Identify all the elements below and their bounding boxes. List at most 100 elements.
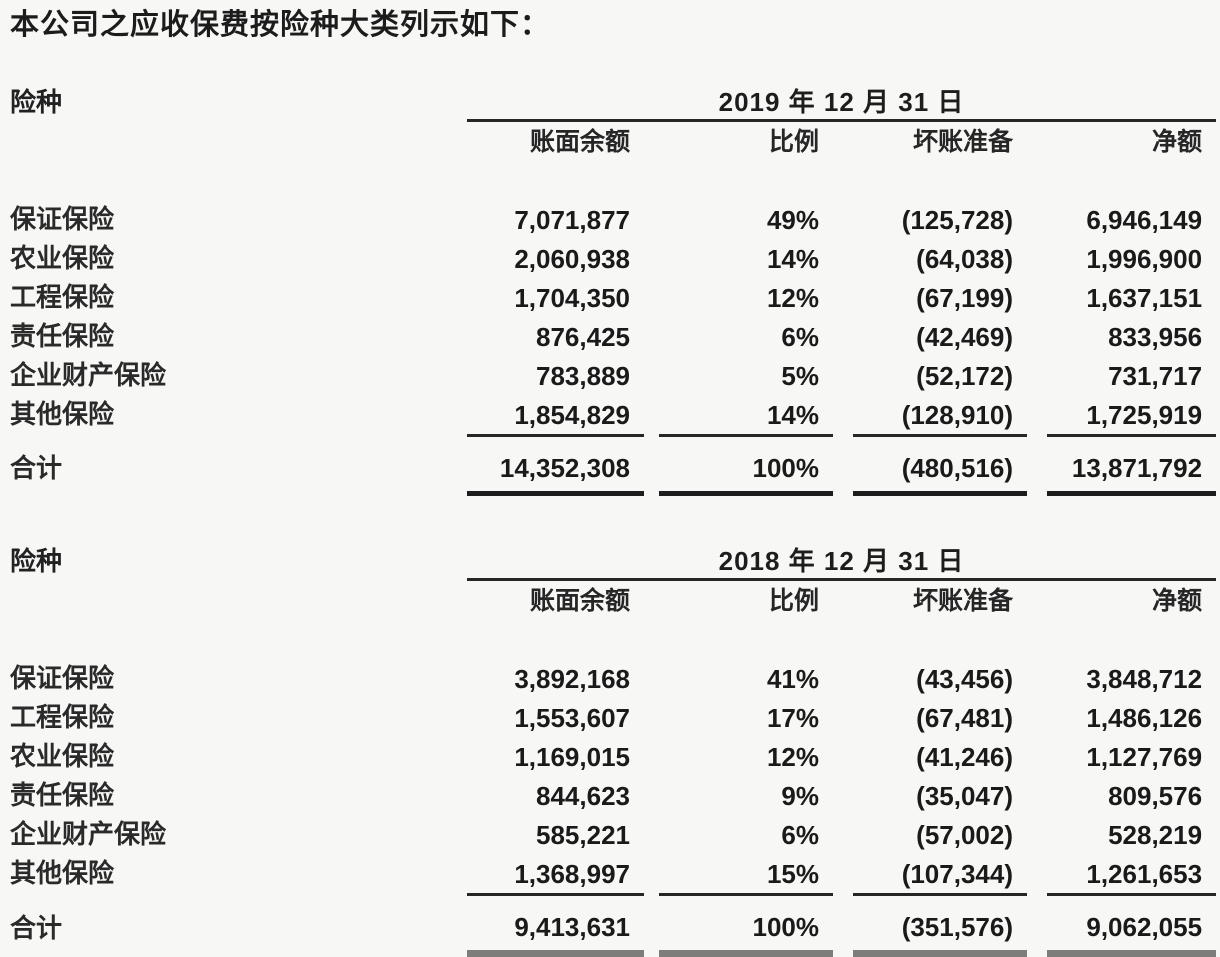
cell-provision: (67,199) xyxy=(916,282,1013,313)
table-row: 工程保险 1,553,607 17% (67,481) 1,486,126 xyxy=(10,698,1216,737)
cell-ratio: 6% xyxy=(781,321,819,352)
row-label: 责任保险 xyxy=(10,321,115,351)
cell-provision: (128,910) xyxy=(853,395,1027,437)
table-row: 责任保险 844,623 9% (35,047) 809,576 xyxy=(10,776,1216,815)
cell-ratio: 12% xyxy=(766,282,819,313)
spacer xyxy=(1027,121,1047,163)
cell-net: 6,946,149 xyxy=(1086,204,1203,235)
total-label: 合计 xyxy=(10,913,63,943)
cell-provision: (125,728) xyxy=(901,204,1013,235)
row-label: 责任保险 xyxy=(10,780,115,810)
cell-provision: (57,002) xyxy=(916,819,1013,850)
row-label: 其他保险 xyxy=(10,859,115,889)
cell-provision: (52,172) xyxy=(916,360,1013,391)
column-header-row: 账面余额 比例 坏账准备 净额 xyxy=(10,121,1216,163)
cell-net: 833,956 xyxy=(1108,321,1203,352)
row-label: 农业保险 xyxy=(10,243,115,273)
total-row: 合计 14,352,308 100% (480,516) 13,871,792 xyxy=(10,445,1217,496)
cell-balance: 1,704,350 xyxy=(514,282,630,313)
row-label: 保证保险 xyxy=(10,204,115,234)
date-header-2019: 2019 年 12 月 31 日 xyxy=(467,85,1217,122)
table-row: 工程保险 1,704,350 12% (67,199) 1,637,151 xyxy=(10,278,1216,317)
total-net: 9,062,055 xyxy=(1047,904,1217,957)
spacer xyxy=(644,121,659,163)
row-label: 其他保险 xyxy=(10,400,115,430)
row-label: 企业财产保险 xyxy=(10,819,167,849)
table-row: 保证保险 3,892,168 41% (43,456) 3,848,712 xyxy=(10,659,1216,698)
column-header-ratio: 比例 xyxy=(768,587,819,615)
row-label: 工程保险 xyxy=(10,282,115,312)
cell-net: 1,725,919 xyxy=(1047,395,1217,437)
total-provision: (480,516) xyxy=(853,445,1027,496)
cell-net: 1,127,769 xyxy=(1086,741,1203,772)
cell-balance: 7,071,877 xyxy=(514,204,630,235)
table-row: 其他保险 1,368,997 15% (107,344) 1,261,653 xyxy=(10,854,1217,896)
total-balance: 9,413,631 xyxy=(467,904,644,957)
cell-ratio: 14% xyxy=(766,243,819,274)
table-row: 保证保险 7,071,877 49% (125,728) 6,946,149 xyxy=(10,200,1216,239)
cell-ratio: 5% xyxy=(781,360,819,391)
spacer-row xyxy=(10,436,1216,446)
cell-net: 731,717 xyxy=(1108,360,1203,391)
cell-provision: (64,038) xyxy=(916,243,1013,274)
cell-provision: (35,047) xyxy=(916,780,1013,811)
table-row: 农业保险 1,169,015 12% (41,246) 1,127,769 xyxy=(10,737,1216,776)
cell-balance: 876,425 xyxy=(536,321,630,352)
total-provision: (351,576) xyxy=(853,904,1027,957)
cell-net: 1,261,653 xyxy=(1047,854,1217,896)
cell-balance: 783,889 xyxy=(536,360,630,391)
column-header-type: 险种 xyxy=(10,87,63,117)
table-row: 责任保险 876,425 6% (42,469) 833,956 xyxy=(10,317,1216,356)
total-ratio: 100% xyxy=(659,445,833,496)
total-ratio: 100% xyxy=(659,904,833,957)
column-header-provision: 坏账准备 xyxy=(912,587,1013,615)
cell-balance: 585,221 xyxy=(536,819,630,850)
spacer xyxy=(833,580,853,622)
table-header-row: 险种 2018 年 12 月 31 日 xyxy=(10,544,1217,581)
column-header-net: 净额 xyxy=(1152,128,1203,156)
premium-table-2019: 险种 2019 年 12 月 31 日 账面余额 比例 坏账准备 净额 保证保险… xyxy=(10,85,1217,496)
premium-table-2018: 险种 2018 年 12 月 31 日 账面余额 比例 坏账准备 净额 保证保险… xyxy=(10,544,1217,957)
column-header-provision: 坏账准备 xyxy=(912,128,1013,156)
spacer-row xyxy=(10,162,1216,200)
row-label: 工程保险 xyxy=(10,702,115,732)
column-header-balance: 账面余额 xyxy=(529,587,630,615)
total-row: 合计 9,413,631 100% (351,576) 9,062,055 xyxy=(10,904,1217,957)
spacer xyxy=(833,121,853,163)
cell-balance: 1,854,829 xyxy=(467,395,644,437)
cell-net: 528,219 xyxy=(1108,819,1203,850)
table-row: 农业保险 2,060,938 14% (64,038) 1,996,900 xyxy=(10,239,1216,278)
spacer xyxy=(10,121,467,163)
cell-provision: (41,246) xyxy=(916,741,1013,772)
spacer-row xyxy=(10,895,1216,905)
cell-ratio: 15% xyxy=(659,854,833,896)
row-label: 农业保险 xyxy=(10,741,115,771)
column-header-type: 险种 xyxy=(10,546,63,576)
cell-net: 809,576 xyxy=(1108,780,1203,811)
total-label: 合计 xyxy=(10,454,63,484)
cell-balance: 1,169,015 xyxy=(514,741,630,772)
cell-ratio: 17% xyxy=(766,702,819,733)
table-row: 企业财产保险 585,221 6% (57,002) 528,219 xyxy=(10,815,1216,854)
column-header-ratio: 比例 xyxy=(768,128,819,156)
spacer xyxy=(644,580,659,622)
cell-balance: 2,060,938 xyxy=(514,243,630,274)
cell-provision: (42,469) xyxy=(916,321,1013,352)
column-header-balance: 账面余额 xyxy=(529,128,630,156)
cell-provision: (67,481) xyxy=(916,702,1013,733)
cell-net: 1,486,126 xyxy=(1086,702,1203,733)
total-net: 13,871,792 xyxy=(1047,445,1217,496)
column-header-row: 账面余额 比例 坏账准备 净额 xyxy=(10,580,1216,622)
cell-net: 1,996,900 xyxy=(1086,243,1203,274)
row-label: 保证保险 xyxy=(10,663,115,693)
cell-ratio: 9% xyxy=(781,780,819,811)
cell-ratio: 12% xyxy=(766,741,819,772)
cell-ratio: 6% xyxy=(781,819,819,850)
total-balance: 14,352,308 xyxy=(467,445,644,496)
cell-balance: 3,892,168 xyxy=(514,663,630,694)
cell-provision: (43,456) xyxy=(916,663,1013,694)
cell-balance: 1,368,997 xyxy=(467,854,644,896)
row-label: 企业财产保险 xyxy=(10,360,167,390)
cell-balance: 844,623 xyxy=(536,780,630,811)
